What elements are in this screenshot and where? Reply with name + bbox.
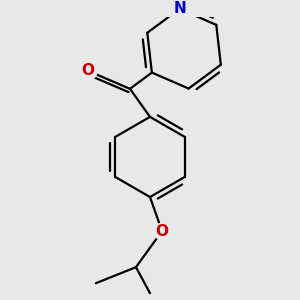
Text: N: N xyxy=(173,2,186,16)
Text: O: O xyxy=(155,224,169,238)
Text: O: O xyxy=(81,63,94,78)
